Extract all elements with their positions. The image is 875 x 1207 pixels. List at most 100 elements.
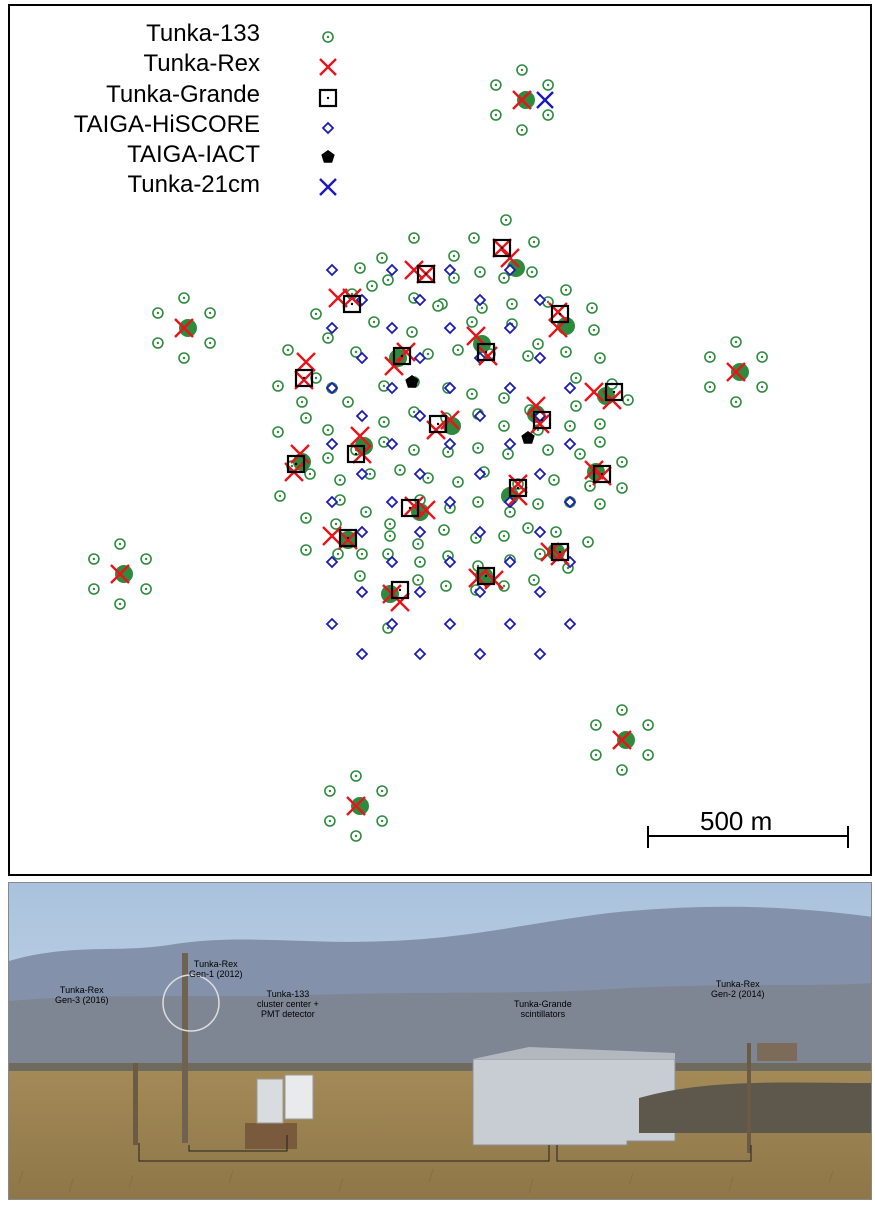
tunka133-detector-dot: [412, 448, 416, 452]
tunka133-detector-dot: [734, 400, 738, 404]
tunka133-detector-dot: [346, 400, 350, 404]
tunka133-detector-dot: [286, 348, 290, 352]
tunka133-detector-dot: [118, 542, 122, 546]
tunka133-detector-dot: [546, 300, 550, 304]
label-tunka133-center: Tunka-133 cluster center + PMT detector: [257, 989, 319, 1019]
tunka-grande-station: [346, 444, 366, 464]
tunka133-detector-dot: [452, 276, 456, 280]
tunka133-detector-dot: [574, 376, 578, 380]
tunka-grande-station-dot: [558, 550, 562, 554]
tunka-rex-antenna: [174, 318, 194, 338]
scale-bar: [647, 826, 849, 848]
tunka133-detector-dot: [304, 516, 308, 520]
cluster-center: [517, 91, 535, 109]
hiscore-station: [413, 409, 427, 423]
legend-label-tunkarex: Tunka-Rex: [143, 50, 260, 77]
tunka133-detector-dot: [386, 626, 390, 630]
tunka133-detector-dot: [326, 35, 330, 39]
scale-bar-label: 500 m: [700, 806, 773, 836]
tunka-grande-station-dot: [600, 472, 604, 476]
tunka133-detector-dot: [568, 424, 572, 428]
tunka133-detector-dot: [476, 500, 480, 504]
tunka133-detector-dot: [304, 548, 308, 552]
tunka-rex-antenna: [416, 500, 436, 520]
tunka-grande-station-dot: [350, 302, 354, 306]
tunka-grande-station: [428, 414, 448, 434]
tunka133-detector-dot: [564, 350, 568, 354]
hiscore-station: [473, 409, 487, 423]
tunka-grande-station: [550, 542, 570, 562]
tunka133-detector-dot: [472, 236, 476, 240]
hiscore-station: [533, 293, 547, 307]
tunka133-detector-dot: [734, 340, 738, 344]
tunka-rex-antenna: [352, 444, 372, 464]
tunka133-detector-dot: [446, 450, 450, 454]
tunka133-detector-dot: [436, 304, 440, 308]
tunka133-detector-dot: [536, 342, 540, 346]
tunka133-detector-dot: [354, 834, 358, 838]
cluster-center: [351, 797, 369, 815]
hiscore-station: [355, 525, 369, 539]
hiscore-station: [503, 555, 517, 569]
tunka133-detector-dot: [118, 602, 122, 606]
tunka133-detector-dot: [502, 534, 506, 538]
hiscore-station: [443, 263, 457, 277]
tunka133-detector-dot: [338, 478, 342, 482]
tunka133-detector-dot: [480, 306, 484, 310]
tunka-rex-antenna: [296, 352, 316, 372]
tunka133-detector-dot: [304, 416, 308, 420]
tunka133-detector-dot: [444, 584, 448, 588]
tunka-rex-antenna: [404, 260, 424, 280]
tunka133-detector-dot: [554, 530, 558, 534]
hiscore-station: [443, 381, 457, 395]
tunka133-detector-dot: [526, 354, 530, 358]
tunka-grande-station: [390, 580, 410, 600]
tunka133-detector-dot: [708, 385, 712, 389]
tunka-grande-station: [476, 342, 496, 362]
label-rex-gen2: Tunka-Rex Gen-2 (2014): [711, 979, 765, 999]
tunka133-detector-dot: [412, 236, 416, 240]
tunka-grande-station: [508, 478, 528, 498]
array-layout-map: [88, 31, 849, 848]
tunka133-detector-dot: [336, 552, 340, 556]
tunka-grande-station-dot: [346, 536, 350, 540]
legend-symbol-tunkarex: [319, 58, 337, 76]
tunka133-detector-dot: [208, 341, 212, 345]
tunka133-detector-dot: [382, 440, 386, 444]
tunka133-detector-dot: [358, 266, 362, 270]
tunka133-detector-dot: [598, 502, 602, 506]
tunka133-detector-dot: [452, 254, 456, 258]
tunka133-detector-dot: [546, 83, 550, 87]
tunka-grande-station-dot: [408, 506, 412, 510]
tunka133-detector-dot: [360, 552, 364, 556]
tunka133-detector-dot: [494, 113, 498, 117]
tunka133-detector-dot: [412, 410, 416, 414]
tunka-grande-station-dot: [400, 354, 404, 358]
hiscore-station: [563, 381, 577, 395]
tunka-rex-antenna: [322, 526, 342, 546]
tunka-rex-antenna: [350, 426, 370, 446]
tunka-grande-station: [392, 346, 412, 366]
tunka133-detector-dot: [334, 522, 338, 526]
tunka-21cm-antenna: [536, 91, 554, 109]
tunka133-detector-dot: [592, 328, 596, 332]
cluster-center: [179, 319, 197, 337]
tunka133-detector-dot: [520, 68, 524, 72]
label-rex-gen1: Tunka-Rex Gen-1 (2012): [189, 959, 243, 979]
hiscore-station: [413, 647, 427, 661]
hiscore-station: [321, 121, 335, 135]
tunka-grande-station-dot: [302, 376, 306, 380]
tunka133-detector-dot: [470, 392, 474, 396]
tunka-rex-antenna: [390, 592, 410, 612]
tunka133-detector-dot: [536, 502, 540, 506]
tunka-grande-station: [550, 304, 570, 324]
tunka-grande-station-dot: [484, 574, 488, 578]
array-map-panel: Tunka-133 Tunka-Rex Tunka-Grande TAIGA-H…: [8, 4, 872, 876]
tunka133-detector-dot: [290, 464, 294, 468]
tunka133-detector-dot: [620, 486, 624, 490]
tunka133-detector-dot: [508, 510, 512, 514]
tunka-grande-station-dot: [294, 462, 298, 466]
hiscore-station: [413, 585, 427, 599]
tunka-rex-antenna: [500, 248, 520, 268]
tunka-grande-station-dot: [516, 486, 520, 490]
